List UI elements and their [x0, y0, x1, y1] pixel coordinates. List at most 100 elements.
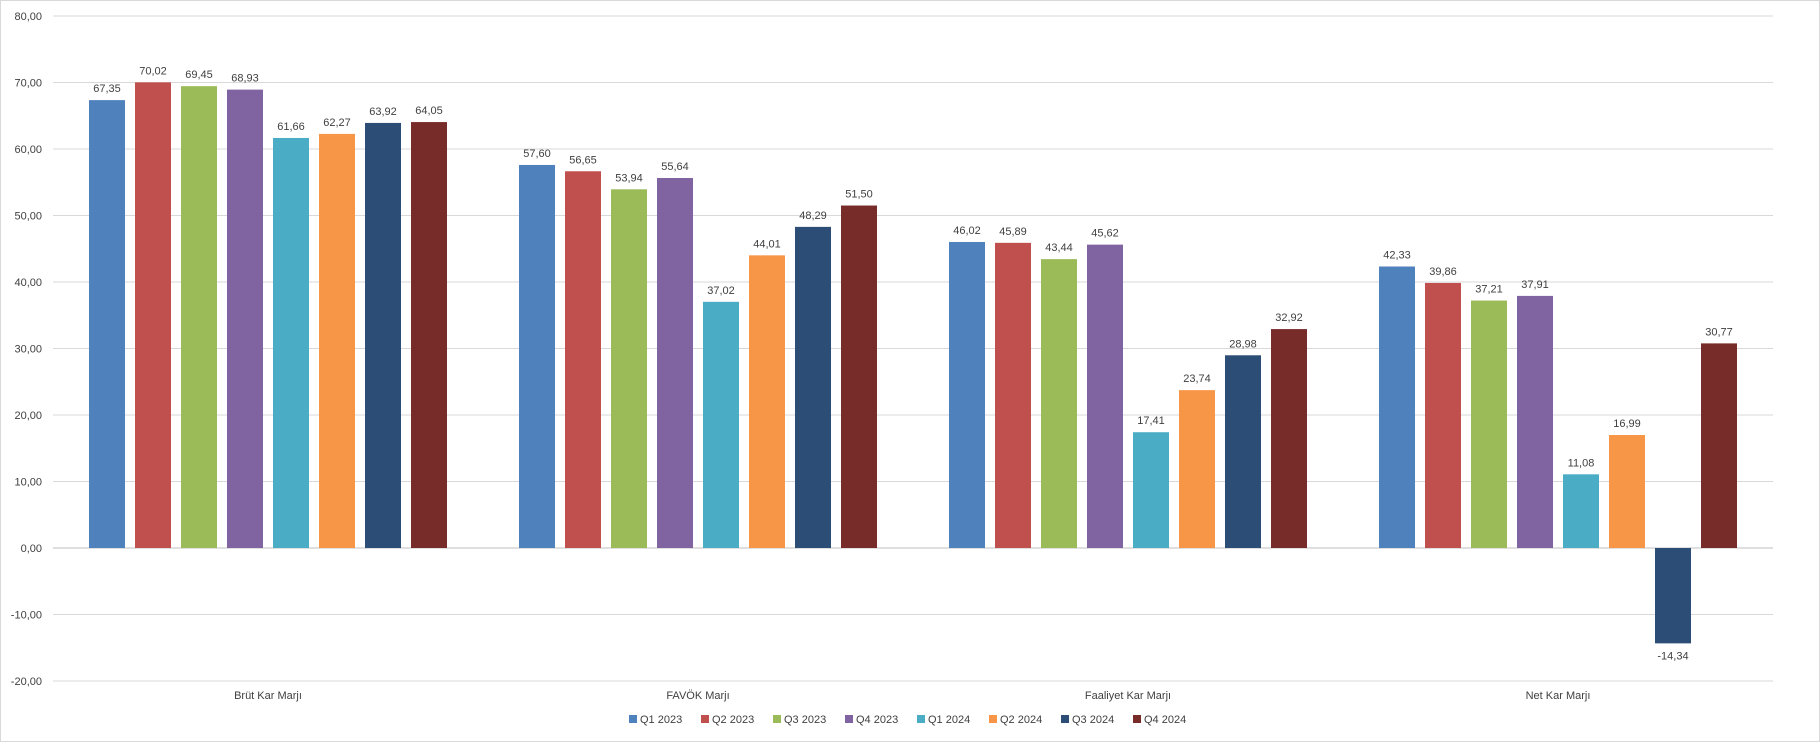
y-tick-label: 20,00 — [14, 410, 42, 422]
legend-label: Q2 2024 — [1000, 714, 1042, 726]
data-label: 61,66 — [277, 121, 305, 133]
legend-item[interactable]: Q3 2024 — [1061, 714, 1114, 726]
y-tick-label: 80,00 — [14, 11, 42, 23]
legend-label: Q1 2024 — [928, 714, 970, 726]
y-tick-label: 0,00 — [21, 543, 42, 555]
data-label: 42,33 — [1383, 250, 1411, 262]
data-label: 70,02 — [139, 65, 167, 77]
bar — [519, 164, 555, 548]
data-label: 37,21 — [1475, 284, 1503, 296]
bar — [1471, 300, 1507, 548]
bar — [611, 189, 647, 548]
y-tick-label: 10,00 — [14, 477, 42, 489]
data-label: 45,62 — [1091, 228, 1119, 240]
legend-item[interactable]: Q3 2023 — [773, 714, 826, 726]
data-label: 16,99 — [1613, 418, 1641, 430]
data-label: 62,27 — [323, 117, 351, 129]
data-label: 48,29 — [799, 210, 827, 222]
bar — [657, 177, 693, 548]
y-tick-label: 50,00 — [14, 211, 42, 223]
legend-item[interactable]: Q2 2024 — [989, 714, 1042, 726]
y-tick-label: 60,00 — [14, 144, 42, 156]
bar — [1563, 474, 1599, 548]
data-label: 39,86 — [1429, 266, 1457, 278]
legend-label: Q4 2023 — [856, 714, 898, 726]
bar — [1087, 244, 1123, 548]
legend-label: Q3 2023 — [784, 714, 826, 726]
bar — [89, 100, 125, 548]
data-label: 30,77 — [1705, 326, 1733, 338]
data-label: 37,91 — [1521, 279, 1549, 291]
data-label: 11,08 — [1568, 457, 1595, 469]
legend-item[interactable]: Q1 2023 — [629, 714, 682, 726]
bars — [89, 82, 1737, 644]
data-label: 56,65 — [569, 154, 597, 166]
legend-label: Q1 2023 — [640, 714, 682, 726]
y-tick-label: 70,00 — [14, 78, 42, 90]
data-label: 46,02 — [953, 225, 981, 237]
gridlines — [53, 15, 1773, 682]
legend-label: Q4 2024 — [1144, 714, 1186, 726]
bar — [1425, 282, 1461, 548]
data-label: 45,89 — [999, 226, 1027, 238]
bar — [319, 133, 355, 549]
legend-swatch — [701, 715, 709, 723]
legend-label: Q3 2024 — [1072, 714, 1114, 726]
bar — [181, 86, 217, 548]
category-label: Brüt Kar Marjı — [234, 690, 302, 702]
category-labels: Brüt Kar Marjı FAVÖK Marjı Faaliyet Kar Ma… — [234, 690, 1590, 702]
bar — [841, 205, 877, 548]
data-label: -14,34 — [1657, 650, 1688, 662]
data-label: 28,98 — [1229, 338, 1257, 350]
bar — [1271, 329, 1307, 548]
data-label: 32,92 — [1275, 312, 1303, 324]
bar — [1701, 343, 1737, 548]
y-tick-label: -10,00 — [11, 610, 42, 622]
data-label: 43,44 — [1045, 242, 1073, 254]
bar — [565, 171, 601, 548]
y-tick-label: 40,00 — [14, 277, 42, 289]
bar — [1133, 432, 1169, 548]
bar — [995, 242, 1031, 549]
legend: Q1 2023 Q2 2023 Q3 2023 Q4 2023 Q1 2024 Q2 20… — [629, 714, 1186, 726]
data-label: 68,93 — [231, 73, 259, 85]
data-label: 55,64 — [661, 161, 689, 173]
data-label: 44,01 — [753, 238, 781, 250]
legend-item[interactable]: Q2 2023 — [701, 714, 754, 726]
bar — [1517, 295, 1553, 548]
legend-swatch — [1061, 715, 1069, 723]
legend-item[interactable]: Q1 2024 — [917, 714, 970, 726]
data-label: 51,50 — [845, 189, 873, 201]
data-label: 17,41 — [1137, 415, 1165, 427]
y-tick-label: -20,00 — [11, 676, 42, 688]
data-label: 53,94 — [615, 172, 643, 184]
legend-swatch — [629, 715, 637, 723]
bar — [365, 122, 401, 548]
data-label: 57,60 — [523, 148, 551, 160]
bar — [273, 137, 309, 548]
legend-item[interactable]: Q4 2023 — [845, 714, 898, 726]
data-labels: 67,35 70,02 69,45 68,93 61,66 62,27 63,92 64,05… — [93, 65, 1733, 662]
bar — [1655, 548, 1691, 644]
bar — [411, 122, 447, 548]
data-label: 64,05 — [415, 105, 443, 117]
bar — [1179, 390, 1215, 548]
legend-label: Q2 2023 — [712, 714, 754, 726]
category-label: Net Kar Marjı — [1526, 690, 1591, 702]
bar — [1041, 259, 1077, 548]
bar — [1609, 435, 1645, 548]
bar — [949, 241, 985, 549]
bar — [135, 82, 171, 548]
category-label: FAVÖK Marjı — [666, 690, 729, 702]
bar — [703, 301, 739, 548]
category-label: Faaliyet Kar Marjı — [1085, 690, 1171, 702]
bar — [227, 89, 263, 548]
bar — [795, 226, 831, 548]
data-label: 63,92 — [369, 106, 397, 118]
legend-item[interactable]: Q4 2024 — [1133, 714, 1186, 726]
legend-swatch — [989, 715, 997, 723]
bar — [1379, 266, 1415, 548]
y-tick-label: 30,00 — [14, 344, 42, 356]
